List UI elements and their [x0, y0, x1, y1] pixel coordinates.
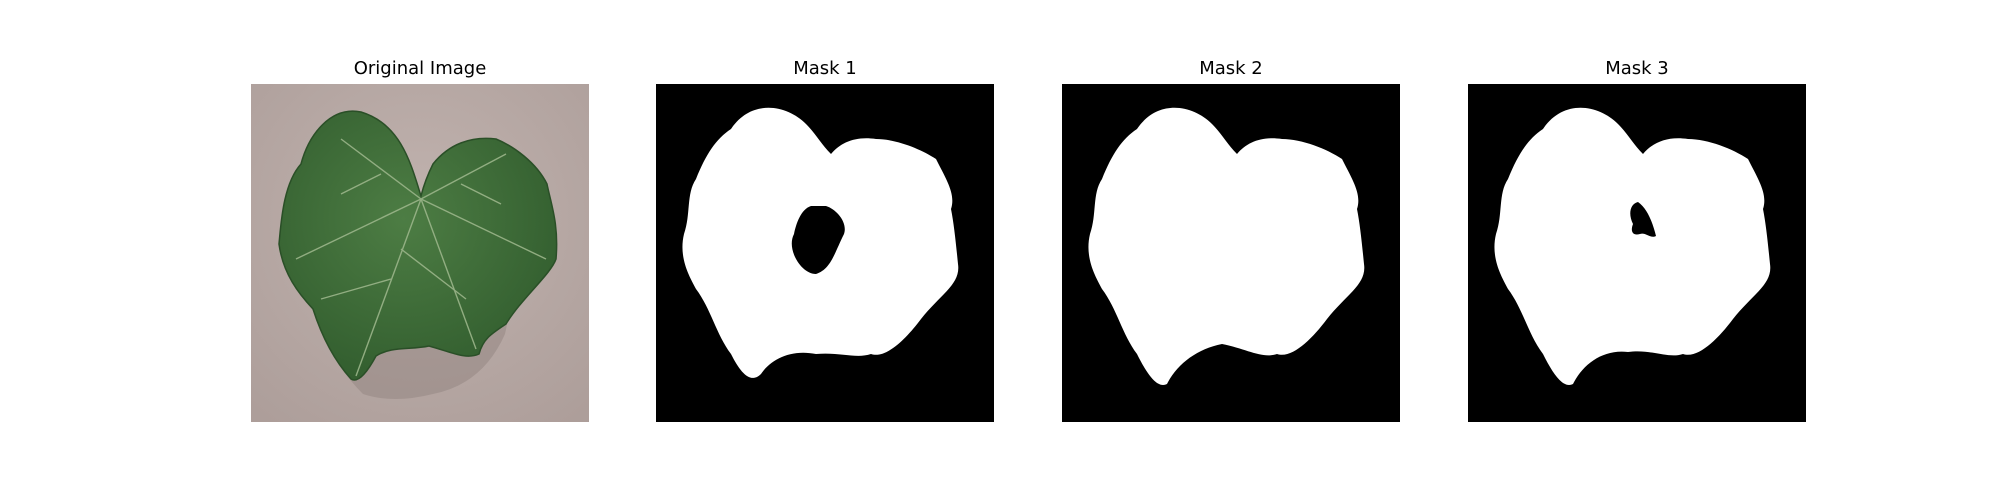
mask-2	[1062, 84, 1400, 422]
mask-region	[682, 107, 959, 378]
leaf-photo	[251, 84, 589, 422]
original-photo	[251, 84, 589, 422]
mask-region	[1088, 107, 1365, 385]
panel-title: Mask 3	[1605, 58, 1669, 79]
panel-original-image: Original Image	[251, 0, 589, 500]
mask-3-image	[1468, 84, 1806, 422]
panel-mask-3: Mask 3	[1468, 0, 1806, 500]
mask-3	[1468, 84, 1806, 422]
panel-mask-1: Mask 1	[656, 0, 994, 500]
mask-region	[1494, 107, 1771, 385]
panel-title: Mask 1	[793, 58, 857, 79]
leaf-shape	[278, 110, 558, 381]
panel-title: Original Image	[353, 58, 487, 79]
mask-1	[656, 84, 994, 422]
panel-title: Mask 2	[1199, 58, 1263, 79]
panel-mask-2: Mask 2	[1062, 0, 1400, 500]
mask-1-image	[656, 84, 994, 422]
mask-2-image	[1062, 84, 1400, 422]
